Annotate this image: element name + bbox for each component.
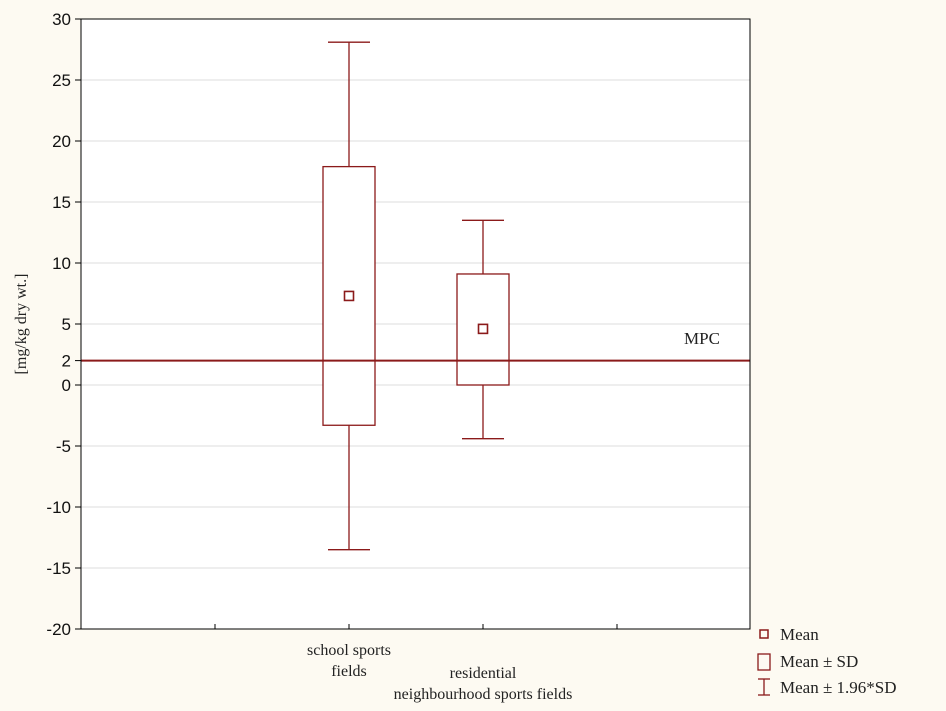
- sd-box: [322, 165, 376, 426]
- mpc-label: MPC: [684, 329, 720, 348]
- legend-whisker-icon: [758, 678, 770, 696]
- y-tick-label: 20: [52, 132, 71, 151]
- y-tick-label: 10: [52, 254, 71, 273]
- legend: Mean Mean ± SD Mean ± 1.96*SD: [757, 625, 897, 697]
- y-tick-label: -20: [46, 620, 71, 639]
- legend-sd-label: Mean ± SD: [780, 652, 858, 671]
- mean-marker: [343, 290, 355, 302]
- boxes: [322, 41, 510, 551]
- y-tick-label: -5: [56, 437, 71, 456]
- y-tick-label: 30: [52, 10, 71, 29]
- x-category-label: fields: [331, 663, 367, 680]
- y-tick-label: -15: [46, 559, 71, 578]
- mean-marker: [477, 323, 489, 335]
- legend-mean-icon: [759, 629, 769, 639]
- x-axis: school sports fields residential neighbourh…: [214, 624, 618, 703]
- y-tick-label: 25: [52, 71, 71, 90]
- y-tick-label: 5: [62, 315, 71, 334]
- legend-whisker-label: Mean ± 1.96*SD: [780, 678, 897, 697]
- y-axis-label: [mg/kg dry wt.]: [13, 274, 30, 375]
- x-category-label: school sports: [307, 642, 391, 659]
- x-category-label: residential: [450, 665, 517, 682]
- x-category-label: neighbourhood sports fields: [394, 686, 573, 703]
- legend-sd-icon: [757, 653, 771, 671]
- legend-mean-label: Mean: [780, 625, 819, 644]
- y-tick-label: 2: [62, 352, 71, 371]
- y-tick-label: -10: [46, 498, 71, 517]
- y-tick-label: 0: [62, 376, 71, 395]
- y-tick-label: 15: [52, 193, 71, 212]
- sd-box: [456, 273, 510, 386]
